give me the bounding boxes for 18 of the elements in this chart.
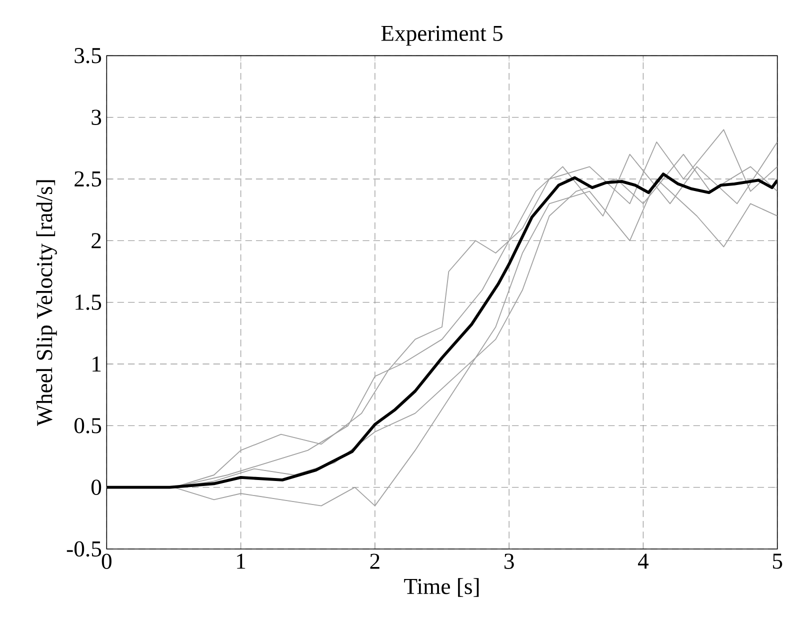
y-tick-label: 0.5 bbox=[74, 418, 102, 434]
x-tick-label: 0 bbox=[102, 554, 112, 570]
x-tick-label: 4 bbox=[638, 554, 649, 569]
y-tick-label: 2 bbox=[92, 233, 101, 248]
y-tick-label: 3 bbox=[92, 110, 102, 125]
x-axis-title: Time [s] bbox=[404, 578, 479, 597]
y-tick-label: 1 bbox=[92, 356, 101, 372]
y-tick-label: -0.5 bbox=[66, 541, 102, 557]
x-tick-label: 3 bbox=[504, 554, 514, 569]
y-tick-label: 2.5 bbox=[74, 171, 102, 187]
x-tick-label: 1 bbox=[237, 554, 246, 569]
chart-title: Experiment 5 bbox=[381, 26, 502, 46]
y-tick-label: 0 bbox=[91, 480, 102, 495]
y-tick-label: 3.5 bbox=[74, 48, 102, 64]
x-tick-label: 5 bbox=[772, 554, 782, 569]
x-tick-label: 2 bbox=[370, 554, 380, 569]
y-tick-label: 1.5 bbox=[76, 294, 102, 310]
y-axis-title: Wheel Slip Velocity [rad/s] bbox=[36, 180, 57, 426]
